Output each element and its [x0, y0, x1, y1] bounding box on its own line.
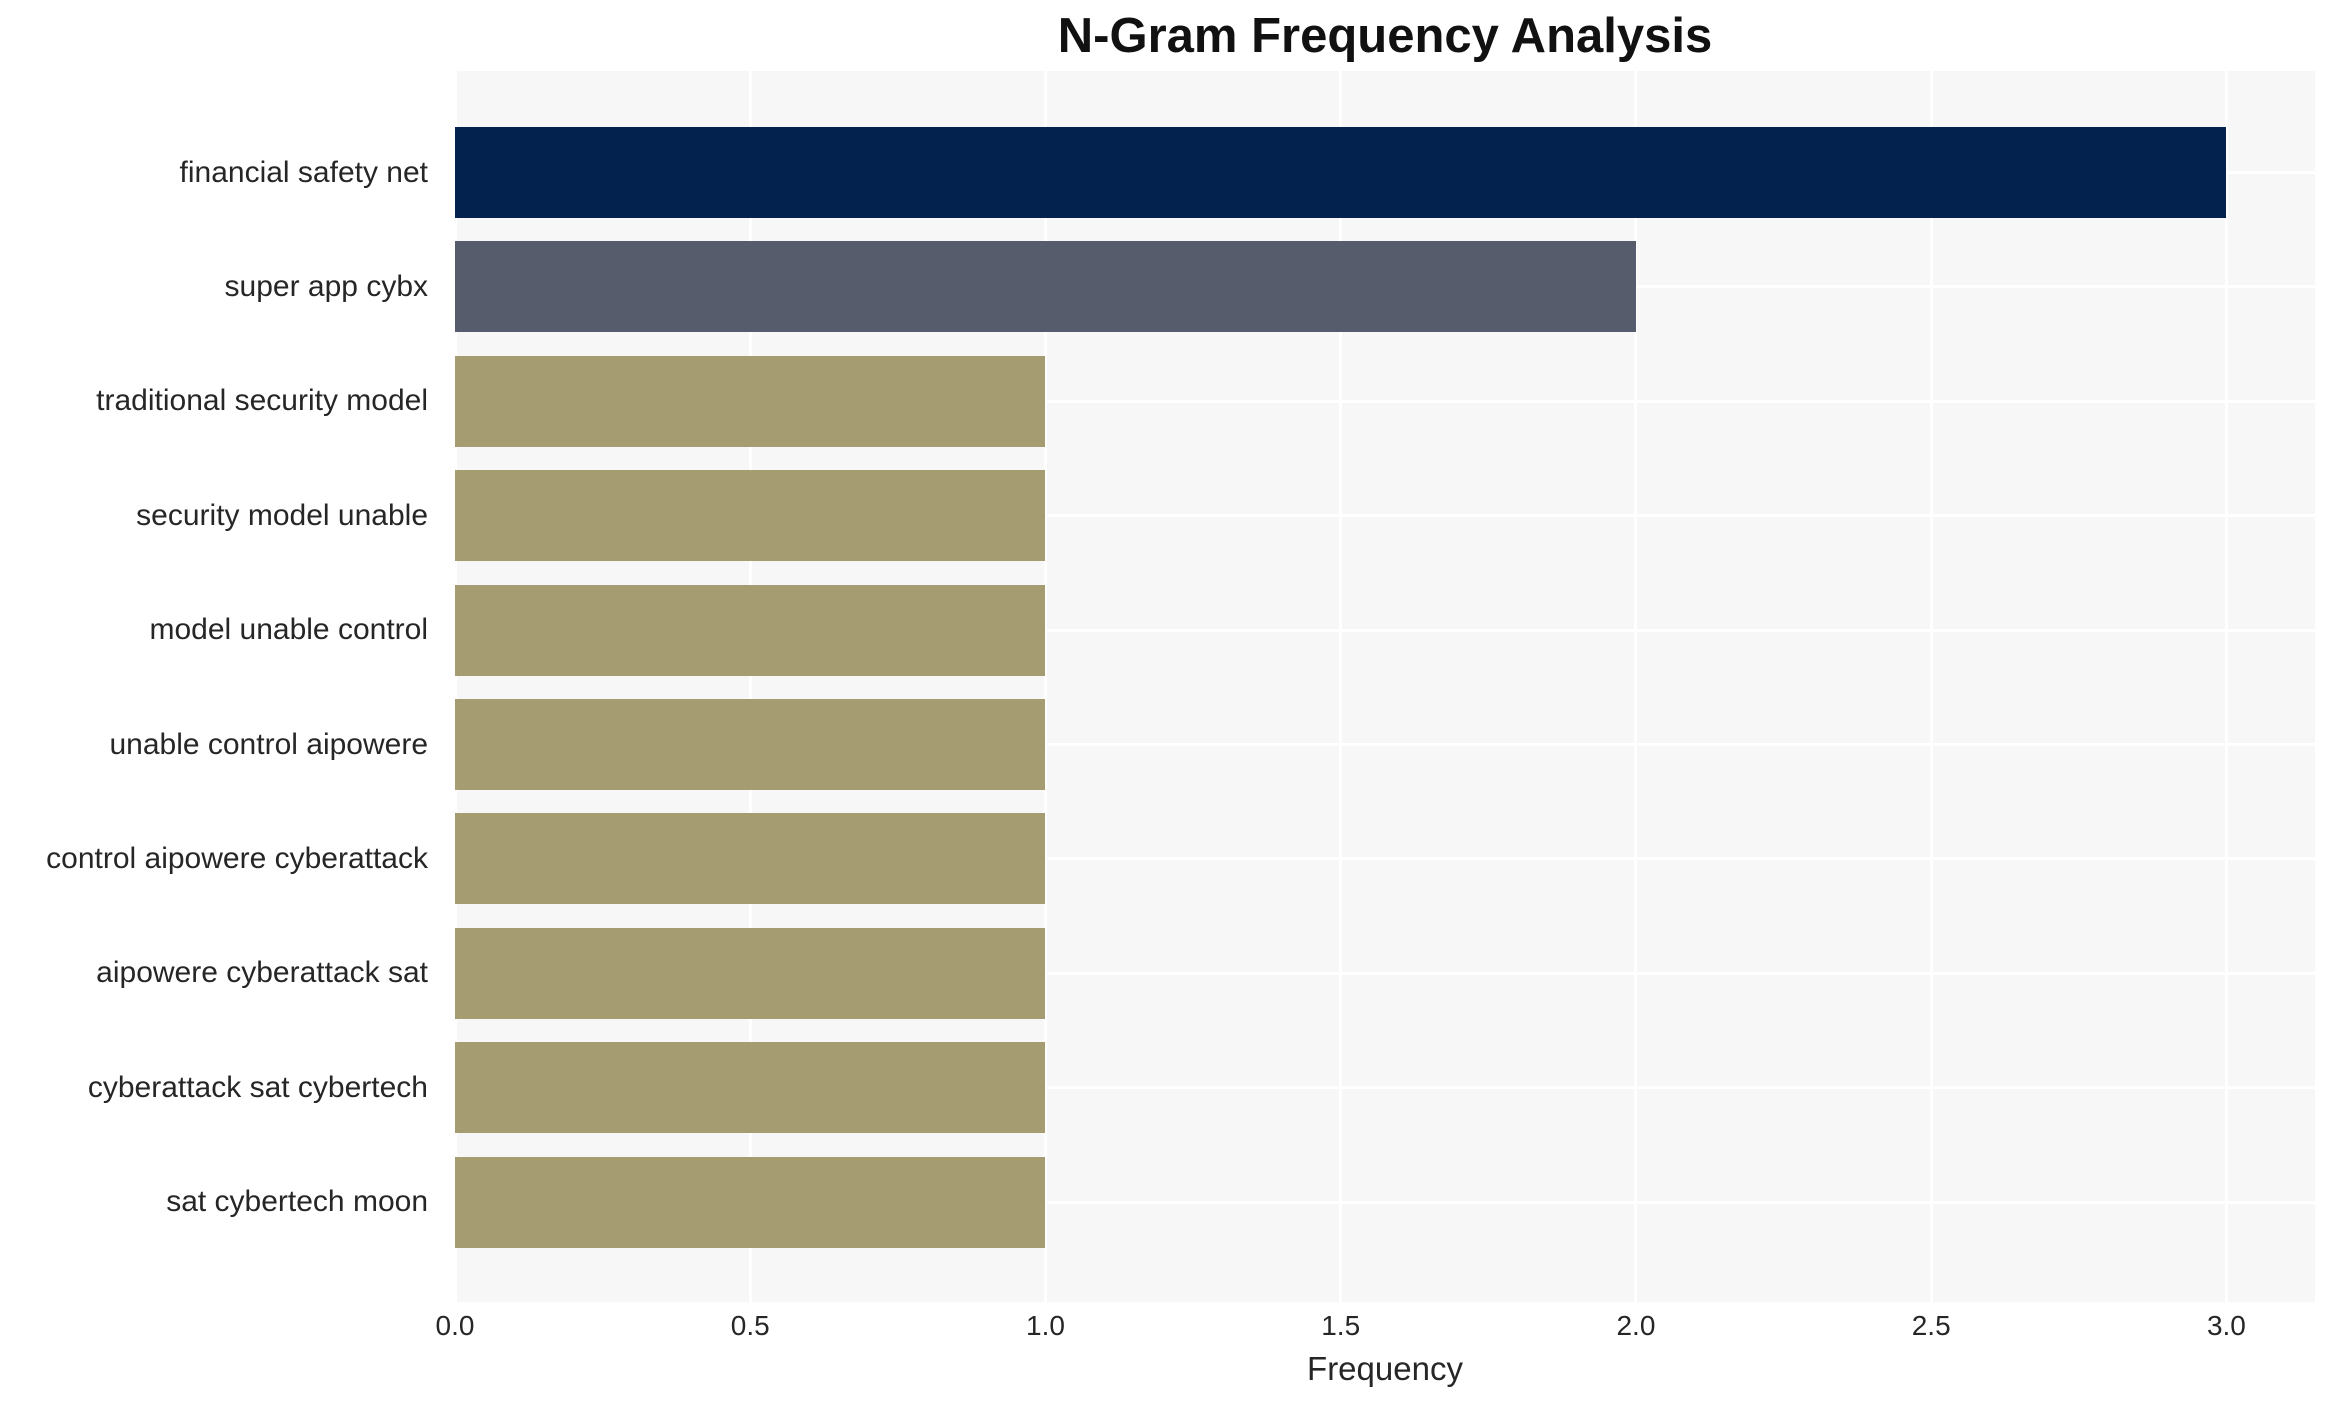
bar-cyberattack-sat-cybertech	[455, 1042, 1046, 1134]
x-tick-label: 2.0	[1616, 1310, 1656, 1341]
h-gridline	[455, 628, 2315, 632]
y-axis-labels: financial safety net super app cybx tradit…	[0, 71, 428, 1302]
v-gridline	[1339, 71, 1343, 1302]
h-gridline	[455, 399, 2315, 403]
y-tick-label: security model unable	[136, 498, 428, 532]
h-gridline	[455, 743, 2315, 746]
y-tick-label: financial safety net	[179, 155, 428, 189]
bar-super-app-cybx	[455, 241, 1636, 333]
plot-area	[455, 71, 2315, 1302]
h-gridline	[455, 971, 2315, 975]
bar-control-aipowere-cyberattack	[455, 813, 1046, 905]
v-gridline	[1043, 71, 1047, 1302]
v-gridline	[2224, 71, 2228, 1302]
bar-sat-cybertech-moon	[455, 1156, 1046, 1248]
chart-title: N-Gram Frequency Analysis	[1057, 9, 1713, 63]
bar-security-model-unable	[455, 470, 1046, 562]
v-gridline	[1634, 71, 1638, 1302]
y-tick-label: super app cybx	[224, 269, 428, 303]
h-gridline	[455, 1200, 2315, 1204]
h-gridline	[455, 514, 2315, 518]
v-gridline	[748, 71, 752, 1302]
y-tick-label: unable control aipowere	[109, 727, 428, 761]
bar-model-unable-control	[455, 584, 1046, 676]
x-tick-label: 1.0	[1026, 1310, 1065, 1341]
y-tick-label: model unable control	[149, 613, 428, 647]
x-tick-label: 0.5	[730, 1310, 770, 1341]
y-tick-label: traditional security model	[96, 384, 428, 418]
h-gridline	[455, 1086, 2315, 1090]
y-tick-label: control aipowere cyberattack	[46, 841, 428, 875]
v-gridline	[1929, 71, 1933, 1302]
h-gridline	[455, 857, 2315, 861]
x-tick-label: 1.5	[1321, 1310, 1361, 1341]
x-axis-title: Frequency	[1307, 1350, 1463, 1387]
bar-aipowere-cyberattack-sat	[455, 927, 1046, 1019]
y-tick-label: sat cybertech moon	[166, 1185, 428, 1219]
bar-financial-safety-net	[455, 127, 2227, 218]
y-tick-label: cyberattack sat cybertech	[87, 1070, 428, 1104]
x-tick-label: 0.0	[435, 1310, 475, 1341]
bar-unable-control-aipowere	[455, 699, 1046, 790]
x-tick-label: 2.5	[1911, 1310, 1951, 1341]
x-tick-label: 3.0	[2206, 1310, 2246, 1341]
v-gridline	[455, 71, 457, 1302]
y-tick-label: aipowere cyberattack sat	[96, 956, 428, 990]
bar-traditional-security-model	[455, 355, 1046, 447]
